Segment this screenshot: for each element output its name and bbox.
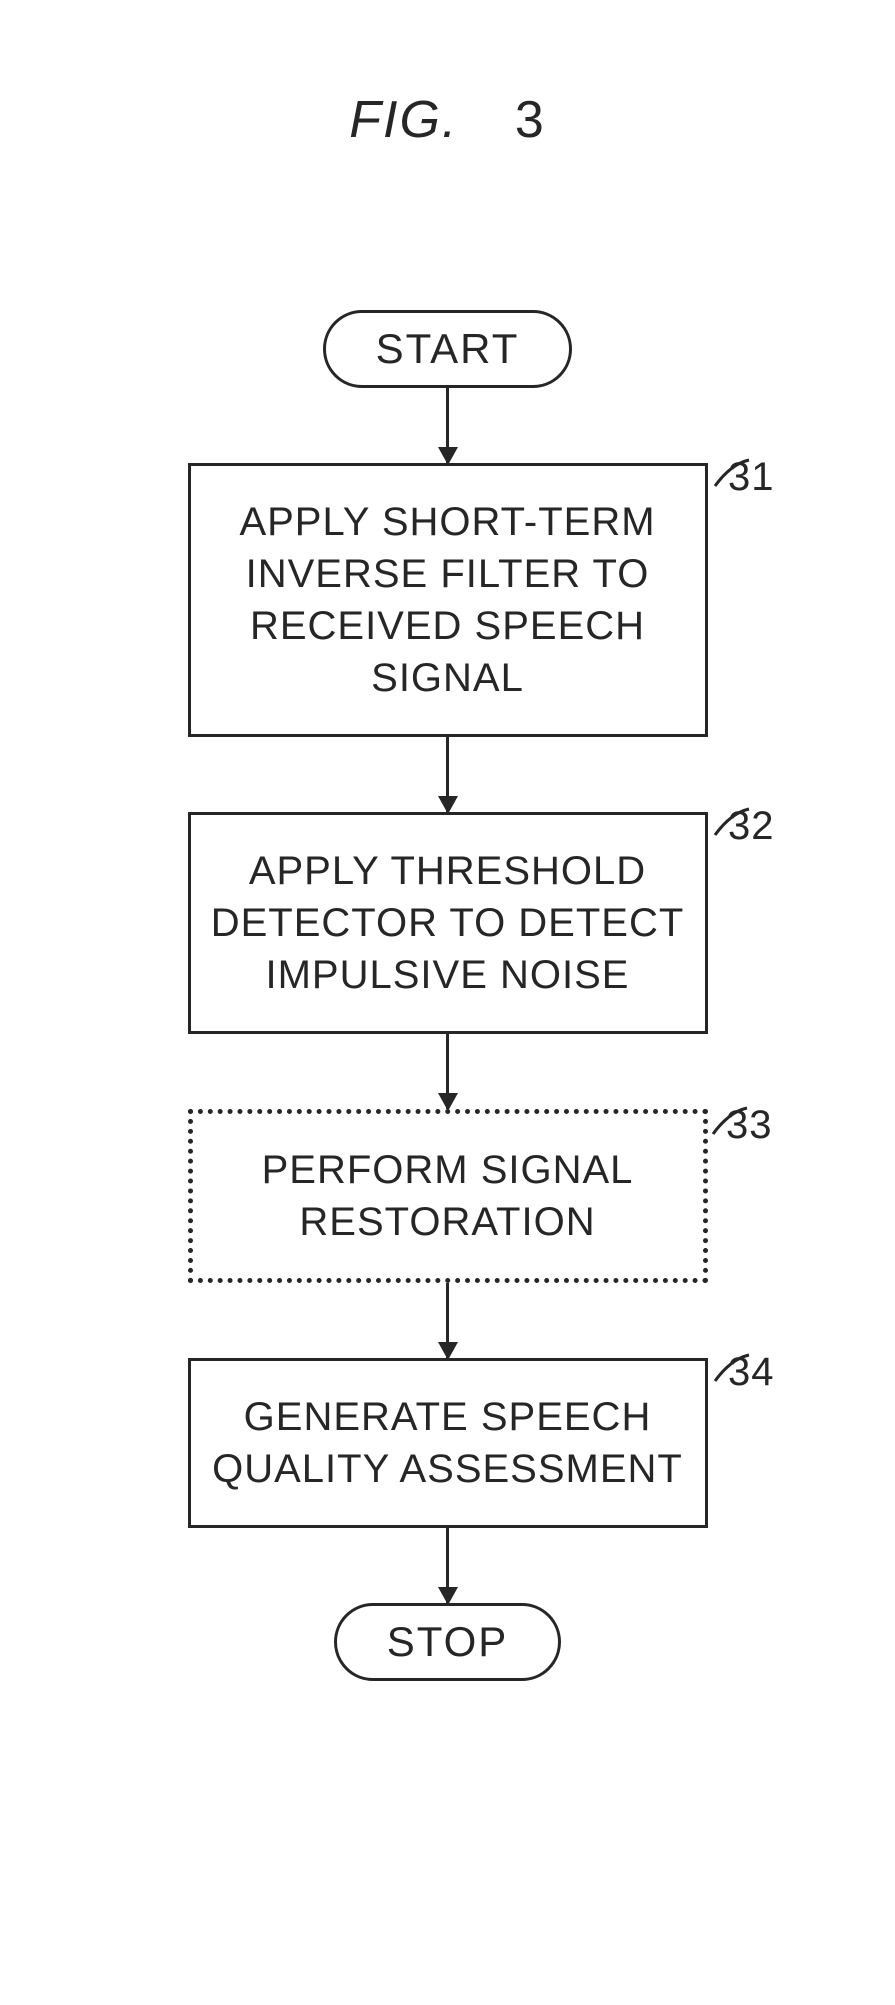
ref-number: 34 [728, 1346, 775, 1398]
process-step-33: 33 PERFORM SIGNAL RESTORATION [188, 1109, 708, 1283]
flowchart-container: START 31 APPLY SHORT-TERM INVERSE FILTER… [168, 310, 728, 1681]
arrow [446, 737, 449, 812]
process-label: APPLY SHORT-TERM INVERSE FILTER TO RECEI… [239, 500, 655, 700]
ref-number: 33 [726, 1099, 773, 1151]
start-label: START [376, 325, 520, 372]
figure-number: 3 [515, 91, 546, 149]
arrow [446, 1034, 449, 1109]
arrow-head-icon [438, 1587, 458, 1605]
arrow [446, 1283, 449, 1358]
arrow [446, 388, 449, 463]
process-step-34: 34 GENERATE SPEECH QUALITY ASSESSMENT [188, 1358, 708, 1528]
figure-prefix: FIG. [349, 91, 458, 149]
stop-label: STOP [387, 1618, 509, 1665]
ref-number: 31 [728, 451, 775, 503]
arrow [446, 1528, 449, 1603]
process-label: GENERATE SPEECH QUALITY ASSESSMENT [212, 1395, 683, 1491]
start-terminator: START [323, 310, 573, 388]
stop-terminator: STOP [334, 1603, 562, 1681]
process-label: PERFORM SIGNAL RESTORATION [262, 1148, 634, 1244]
process-step-32: 32 APPLY THRESHOLD DETECTOR TO DETECT IM… [188, 812, 708, 1034]
figure-title: FIG. 3 [349, 90, 545, 150]
ref-number: 32 [728, 800, 775, 852]
process-label: APPLY THRESHOLD DETECTOR TO DETECT IMPUL… [211, 849, 685, 997]
process-step-31: 31 APPLY SHORT-TERM INVERSE FILTER TO RE… [188, 463, 708, 737]
